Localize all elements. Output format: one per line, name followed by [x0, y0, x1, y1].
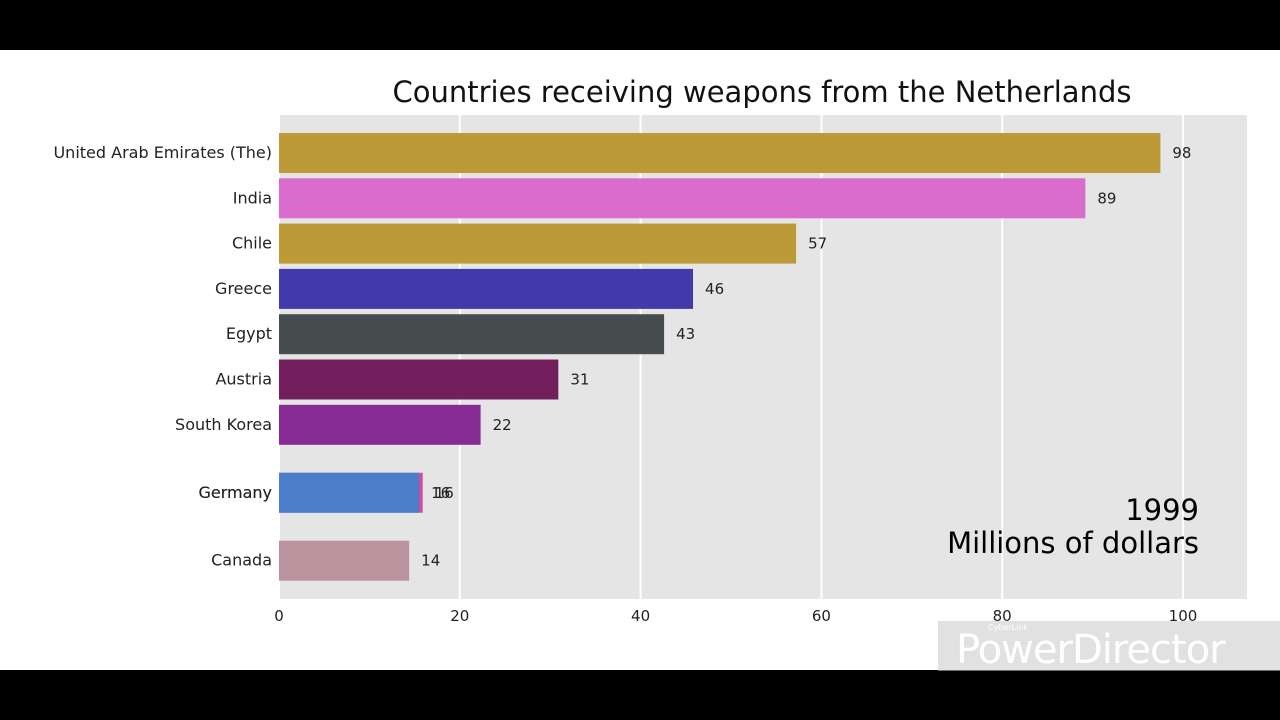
unit-label: Millions of dollars: [947, 526, 1199, 560]
bar: [279, 359, 559, 400]
category-label: Germany: [198, 483, 272, 502]
bar-chart: Countries receiving weapons from the Net…: [53, 75, 1247, 625]
value-label: 98: [1172, 144, 1191, 162]
bar: [279, 472, 420, 513]
value-label: 16: [431, 484, 450, 502]
value-label: 89: [1097, 189, 1116, 207]
value-label: 46: [705, 280, 724, 298]
bar: [279, 540, 410, 581]
value-label: 14: [421, 552, 440, 570]
value-label: 43: [676, 325, 695, 343]
category-label: South Korea: [175, 415, 272, 434]
bars: United Arab Emirates (The) 98 India 89 Chile…: [53, 133, 1191, 581]
category-label: Egypt: [226, 324, 272, 343]
value-label: 57: [808, 235, 827, 253]
x-tick-label: 20: [450, 607, 469, 625]
x-tick-label: 100: [1169, 607, 1198, 625]
bar: [279, 133, 1161, 173]
value-label: 22: [493, 416, 512, 434]
x-tick-label: 60: [812, 607, 831, 625]
category-label: Canada: [211, 551, 272, 570]
bar: [279, 268, 694, 309]
category-label: Chile: [232, 234, 272, 253]
powerdirector-watermark: CyberLink PowerDirector: [938, 621, 1280, 671]
value-label: 31: [570, 371, 589, 389]
x-tick-label: 40: [631, 607, 650, 625]
value-label: 16: [435, 484, 454, 502]
x-axis-ticks: 0 20 40 60 80 100: [274, 607, 1197, 625]
category-label: United Arab Emirates (The): [53, 143, 272, 162]
x-tick-label: 0: [274, 607, 284, 625]
category-label: Greece: [215, 279, 272, 298]
category-label: Germany: [198, 483, 272, 502]
bar: [279, 314, 665, 355]
bar: [279, 404, 481, 445]
video-frame: Countries receiving weapons from the Net…: [0, 50, 1280, 670]
watermark-small-text: CyberLink: [988, 623, 1028, 632]
bar: [279, 178, 1086, 219]
category-label: Austria: [215, 370, 272, 389]
x-tick-label: 80: [993, 607, 1012, 625]
year-label: 1999: [1125, 493, 1199, 527]
chart-title: Countries receiving weapons from the Net…: [393, 75, 1132, 109]
watermark-brand: PowerDirector: [956, 627, 1226, 671]
category-label: India: [233, 188, 272, 207]
bar: [279, 223, 797, 264]
